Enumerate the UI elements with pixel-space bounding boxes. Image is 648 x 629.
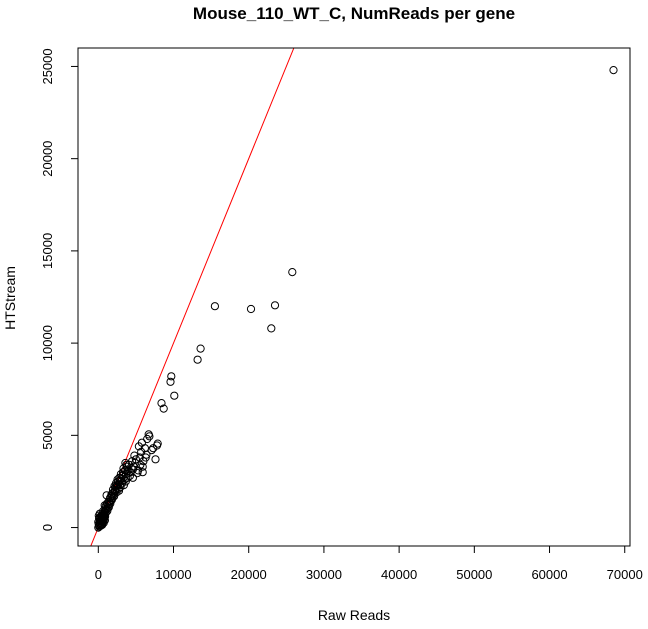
reference-line-layer: [90, 48, 295, 546]
x-tick-label: 70000: [607, 567, 643, 582]
y-axis-label: HTStream: [2, 266, 18, 330]
data-point: [122, 460, 131, 469]
data-point: [141, 453, 150, 462]
data-point: [134, 442, 143, 451]
data-point: [111, 487, 120, 496]
data-point: [137, 447, 146, 456]
x-tick-label: 10000: [155, 567, 191, 582]
data-point: [105, 500, 114, 509]
data-point: [210, 302, 219, 311]
data-point: [167, 372, 176, 381]
data-point: [138, 468, 147, 477]
data-point: [112, 483, 121, 492]
x-axis-label: Raw Reads: [318, 607, 390, 623]
x-tick-label: 30000: [306, 567, 342, 582]
data-point: [196, 344, 205, 353]
data-point: [103, 504, 112, 513]
data-point: [133, 469, 142, 478]
plot-frame: [77, 47, 631, 547]
data-point: [170, 391, 179, 400]
data-point: [149, 444, 158, 453]
data-point: [157, 399, 166, 408]
data-point: [267, 324, 276, 333]
data-point: [116, 482, 125, 492]
x-axis: 0 10000 20000 30000 40000 50000 60000 70000: [95, 545, 643, 582]
y-tick-label: 10000: [40, 325, 55, 361]
data-point: [151, 455, 160, 464]
y-tick-label: 0: [40, 524, 55, 531]
data-point: [106, 496, 115, 505]
chart-title: Mouse_110_WT_C, NumReads per gene: [193, 4, 515, 23]
data-point: [108, 485, 118, 494]
data-point: [125, 471, 134, 480]
reference-line: [90, 48, 295, 546]
y-tick-label: 15000: [40, 233, 55, 269]
data-point: [123, 467, 132, 476]
x-tick-label: 20000: [231, 567, 267, 582]
data-point: [96, 521, 105, 530]
data-point: [288, 268, 297, 277]
data-point: [159, 404, 168, 413]
data-point: [100, 516, 110, 525]
data-point: [121, 477, 130, 486]
data-point: [135, 453, 144, 462]
x-tick-label: 60000: [531, 567, 567, 582]
data-point: [131, 455, 140, 464]
data-point: [108, 492, 117, 501]
data-point: [114, 486, 124, 495]
y-axis: 0 5000 10000 15000 20000 25000: [40, 48, 79, 531]
data-point: [130, 451, 139, 460]
data-point: [246, 304, 256, 314]
y-tick-label: 20000: [40, 141, 55, 177]
data-point: [138, 462, 147, 471]
y-tick-label: 5000: [40, 421, 55, 450]
points-layer: [94, 66, 618, 532]
data-point: [270, 301, 280, 310]
x-tick-label: 40000: [381, 567, 417, 582]
data-point: [193, 355, 202, 364]
x-tick-label: 50000: [456, 567, 492, 582]
x-tick-label: 0: [95, 567, 102, 582]
data-point: [609, 66, 618, 75]
data-point: [166, 377, 175, 386]
y-tick-label: 25000: [40, 48, 55, 84]
data-point: [144, 430, 153, 439]
